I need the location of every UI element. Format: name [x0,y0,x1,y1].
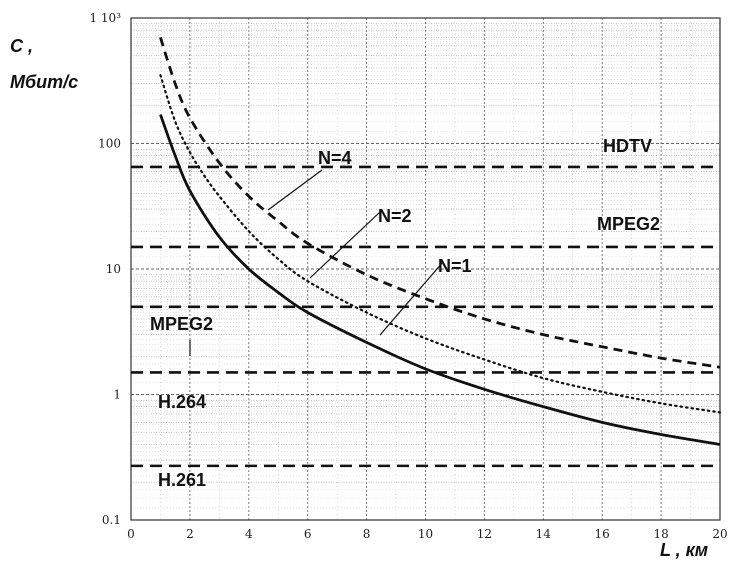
series-label-n4: N=4 [318,148,352,168]
grid [131,18,720,520]
ref-label-h261: H.261 [158,470,206,490]
y-tick-label: 1 10³ [89,11,121,25]
leader-line-n1 [380,262,443,335]
x-tick-label: 4 [245,527,253,541]
series-label-n2: N=2 [378,206,412,226]
x-tick-label: 12 [477,527,492,541]
leader-lines [190,170,443,356]
x-tick-label: 18 [653,527,668,541]
y-axis-title-line1: C , [10,36,33,56]
series-label-n1: N=1 [438,256,472,276]
ref-label-mpeg2-low: MPEG2 [150,314,213,334]
ref-label-h264: H.264 [158,392,206,412]
y-tick-label: 1 [113,388,121,402]
x-tick-label: 2 [186,527,194,541]
x-tick-label: 8 [363,527,371,541]
x-tick-label: 20 [712,527,727,541]
x-axis-title: L , км [660,540,708,560]
series-line-n4 [160,37,720,367]
x-tick-label: 0 [127,527,135,541]
leader-line-n2 [310,212,380,278]
leader-line-n4 [268,170,322,210]
series [160,37,720,444]
ref-label-mpeg2-high: MPEG2 [597,214,660,234]
y-tick-label: 0.1 [102,513,121,527]
y-axis-title-line2: Мбит/с [10,72,78,92]
x-tick-label: 10 [418,527,433,541]
x-tick-label: 14 [536,527,552,541]
series-line-n2 [160,75,720,412]
y-tick-label: 10 [106,262,121,276]
x-tick-label: 6 [304,527,312,541]
y-tick-label: 100 [98,137,121,151]
x-tick-label: 16 [595,527,610,541]
ref-label-hdtv: HDTV [603,136,652,156]
